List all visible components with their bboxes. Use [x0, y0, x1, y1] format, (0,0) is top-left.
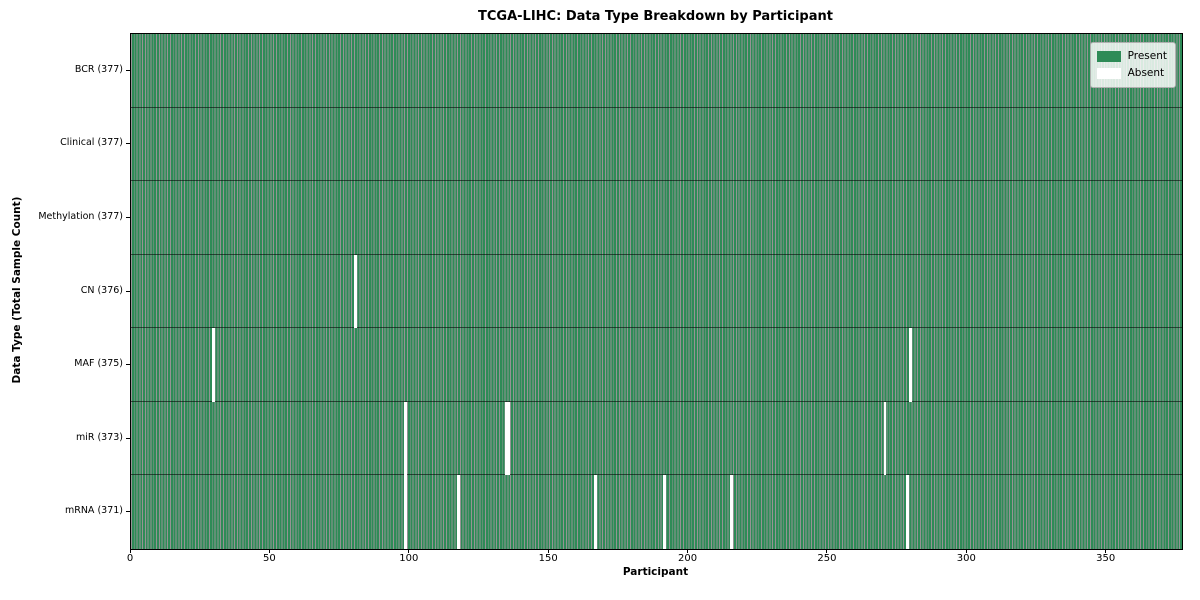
x-tick-mark	[408, 549, 410, 553]
y-tick-mark	[126, 216, 130, 218]
absent-cell	[908, 328, 912, 402]
x-tick-label-200: 200	[678, 553, 698, 564]
absent-cell	[593, 475, 597, 549]
y-tick-label-Clinical: Clinical (377)	[60, 137, 123, 149]
present-swatch-icon	[1096, 51, 1121, 62]
heatmap-row-mRNA	[131, 475, 1182, 549]
legend-label-absent: Absent	[1127, 67, 1165, 79]
absent-cell	[663, 475, 667, 549]
x-tick-label-100: 100	[399, 553, 419, 564]
y-tick-mark	[126, 143, 130, 145]
x-tick-label-350: 350	[1096, 553, 1116, 564]
y-tick-label-miR: miR (373)	[75, 431, 123, 443]
x-tick-mark	[1105, 549, 1107, 553]
legend-entry-present: Present	[1096, 48, 1167, 65]
y-tick-mark	[126, 437, 130, 439]
chart-title: TCGA-LIHC: Data Type Breakdown by Partic…	[478, 9, 833, 24]
x-tick-label-150: 150	[538, 553, 558, 564]
y-tick-mark	[126, 290, 130, 292]
y-tick-label-Methylation: Methylation (377)	[38, 210, 123, 222]
x-tick-label-0: 0	[126, 553, 134, 564]
x-tick-label-250: 250	[817, 553, 837, 564]
legend: Present Absent	[1089, 42, 1176, 88]
y-tick-label-MAF: MAF (375)	[74, 358, 123, 370]
heatmap-row-CN	[131, 254, 1182, 329]
absent-cell	[404, 475, 407, 549]
heatmap-row-Clinical	[131, 107, 1182, 182]
legend-label-present: Present	[1127, 50, 1167, 62]
y-tick-mark	[126, 69, 130, 71]
x-tick-mark	[687, 549, 689, 553]
y-tick-label-BCR: BCR (377)	[74, 63, 123, 75]
absent-cell	[507, 401, 511, 476]
absent-cell	[354, 254, 357, 329]
y-tick-mark	[126, 511, 130, 513]
legend-entry-absent: Absent	[1096, 65, 1167, 82]
heatmap-row-miR	[131, 401, 1182, 476]
x-tick-mark	[129, 549, 131, 553]
absent-cell	[883, 401, 887, 476]
absent-cell	[504, 401, 508, 476]
absent-swatch-icon	[1096, 68, 1121, 79]
heatmap-row-MAF	[131, 328, 1182, 402]
absent-cell	[457, 475, 460, 549]
heatmap-rows	[131, 34, 1182, 549]
x-tick-mark	[547, 549, 549, 553]
plot-area: Present Absent	[130, 33, 1183, 550]
absent-cell	[906, 475, 909, 549]
y-tick-label-CN: CN (376)	[80, 284, 123, 296]
y-tick-label-mRNA: mRNA (371)	[64, 505, 123, 517]
heatmap-row-BCR	[131, 34, 1182, 108]
absent-cell	[404, 401, 407, 476]
absent-cell	[211, 328, 215, 402]
heatmap-row-Methylation	[131, 181, 1182, 255]
x-axis-label: Participant	[622, 566, 689, 578]
x-tick-mark	[826, 549, 828, 553]
y-tick-mark	[126, 364, 130, 366]
x-tick-label-50: 50	[263, 553, 276, 564]
x-tick-mark	[965, 549, 967, 553]
x-tick-mark	[268, 549, 270, 553]
x-tick-label-300: 300	[956, 553, 976, 564]
absent-cell	[730, 475, 734, 549]
